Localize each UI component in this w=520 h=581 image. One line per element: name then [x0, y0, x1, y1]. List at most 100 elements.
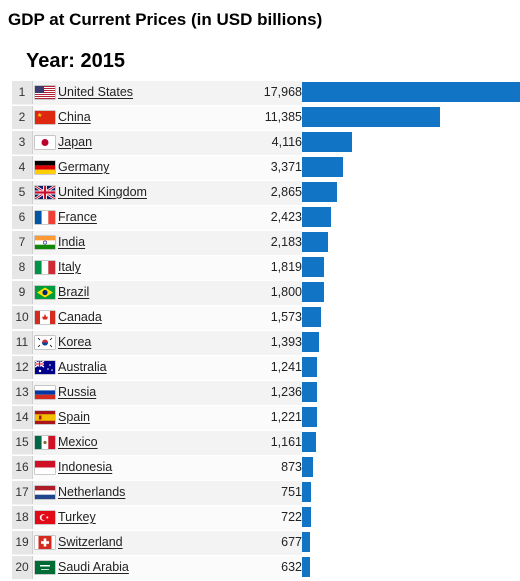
gdp-bar: [302, 232, 328, 252]
row-background: [12, 456, 302, 480]
row-background: [12, 131, 302, 155]
value-label: 677: [281, 535, 302, 549]
country-link[interactable]: India: [58, 235, 86, 249]
table-row: 7 India 2,183: [12, 231, 520, 256]
row-background: [12, 81, 302, 105]
gdp-bar: [302, 482, 311, 502]
country-link[interactable]: Japan: [58, 135, 93, 149]
gdp-bar: [302, 132, 352, 152]
row-background: [12, 506, 302, 530]
value-label: 1,236: [270, 385, 302, 399]
country-link[interactable]: Mexico: [58, 435, 98, 449]
table-row: 6 France 2,423: [12, 206, 520, 231]
row-background: [12, 431, 302, 455]
table-row: 20 Saudi Arabia 632: [12, 556, 520, 581]
rank-label: 13: [12, 381, 33, 404]
ru-flag-icon: [35, 386, 55, 399]
country-link[interactable]: Saudi Arabia: [58, 560, 129, 574]
gdp-bar: [302, 207, 331, 227]
country-link[interactable]: Korea: [58, 335, 92, 349]
country-link[interactable]: Spain: [58, 410, 90, 424]
gdp-bar: [302, 407, 317, 427]
mx-flag-icon: [35, 436, 55, 449]
ca-flag-icon: [35, 311, 55, 324]
value-label: 2,183: [270, 235, 302, 249]
gdp-bar: [302, 307, 321, 327]
country-link[interactable]: Indonesia: [58, 460, 113, 474]
value-label: 2,865: [270, 185, 302, 199]
country-link[interactable]: Netherlands: [58, 485, 126, 499]
country-link[interactable]: Italy: [58, 260, 81, 274]
gdp-bar: [302, 532, 310, 552]
rank-label: 19: [12, 531, 33, 554]
country-link[interactable]: France: [58, 210, 97, 224]
country-link[interactable]: United Kingdom: [58, 185, 147, 199]
table-row: 18 Turkey 722: [12, 506, 520, 531]
value-label: 1,573: [270, 310, 302, 324]
br-flag-icon: [35, 286, 55, 299]
value-label: 722: [281, 510, 302, 524]
value-label: 1,161: [270, 435, 302, 449]
rank-label: 6: [12, 206, 33, 229]
gdp-bar: [302, 432, 316, 452]
value-label: 3,371: [270, 160, 302, 174]
country-link[interactable]: Brazil: [58, 285, 90, 299]
cn-flag-icon: ★: [35, 111, 55, 124]
gb-flag-icon: [35, 186, 55, 199]
row-background: [12, 181, 302, 205]
rank-label: 7: [12, 231, 33, 254]
table-row: 4 Germany 3,371: [12, 156, 520, 181]
kr-flag-icon: [35, 336, 55, 349]
gdp-bar: [302, 332, 319, 352]
value-label: 751: [281, 485, 302, 499]
country-link[interactable]: Australia: [58, 360, 107, 374]
table-row: 10 Canada 1,573: [12, 306, 520, 331]
country-link[interactable]: Turkey: [58, 510, 96, 524]
rank-label: 4: [12, 156, 33, 179]
value-label: 1,393: [270, 335, 302, 349]
gdp-bar: [302, 257, 324, 277]
row-background: [12, 156, 302, 180]
value-label: 1,800: [270, 285, 302, 299]
table-row: 13 Russia 1,236: [12, 381, 520, 406]
gdp-bar: [302, 557, 310, 577]
jp-flag-icon: [35, 136, 55, 149]
country-link[interactable]: Canada: [58, 310, 102, 324]
table-row: 16 Indonesia 873: [12, 456, 520, 481]
country-link[interactable]: Switzerland: [58, 535, 123, 549]
row-background: [12, 381, 302, 405]
gdp-bar: [302, 357, 317, 377]
country-link[interactable]: United States: [58, 85, 134, 99]
row-background: [12, 331, 302, 355]
gdp-bar: [302, 82, 520, 102]
rank-label: 1: [12, 81, 33, 104]
fr-flag-icon: [35, 211, 55, 224]
table-row: 19 Switzerland 677: [12, 531, 520, 556]
row-background: [12, 256, 302, 280]
rank-label: 16: [12, 456, 33, 479]
gdp-bar: [302, 107, 440, 127]
row-background: [12, 206, 302, 230]
gdp-bar: [302, 457, 313, 477]
es-flag-icon: [35, 411, 55, 424]
us-flag-icon: [35, 86, 55, 99]
rank-label: 18: [12, 506, 33, 529]
value-label: 632: [281, 560, 302, 574]
country-link[interactable]: Russia: [58, 385, 97, 399]
tr-flag-icon: [35, 511, 55, 524]
svg-text:★: ★: [37, 112, 42, 119]
row-background: [12, 481, 302, 505]
table-row: 12 Australia 1,241: [12, 356, 520, 381]
country-link[interactable]: China: [58, 110, 91, 124]
country-link[interactable]: Germany: [58, 160, 110, 174]
rank-label: 12: [12, 356, 33, 379]
value-label: 873: [281, 460, 302, 474]
row-background: [12, 281, 302, 305]
table-row: 14 Spain 1,221: [12, 406, 520, 431]
row-background: [12, 231, 302, 255]
gdp-bar: [302, 382, 317, 402]
row-background: [12, 406, 302, 430]
table-row: 5 United Kingdom 2,865: [12, 181, 520, 206]
table-row: 15 Mexico 1,161: [12, 431, 520, 456]
chart-subtitle: Year: 2015: [26, 50, 125, 72]
